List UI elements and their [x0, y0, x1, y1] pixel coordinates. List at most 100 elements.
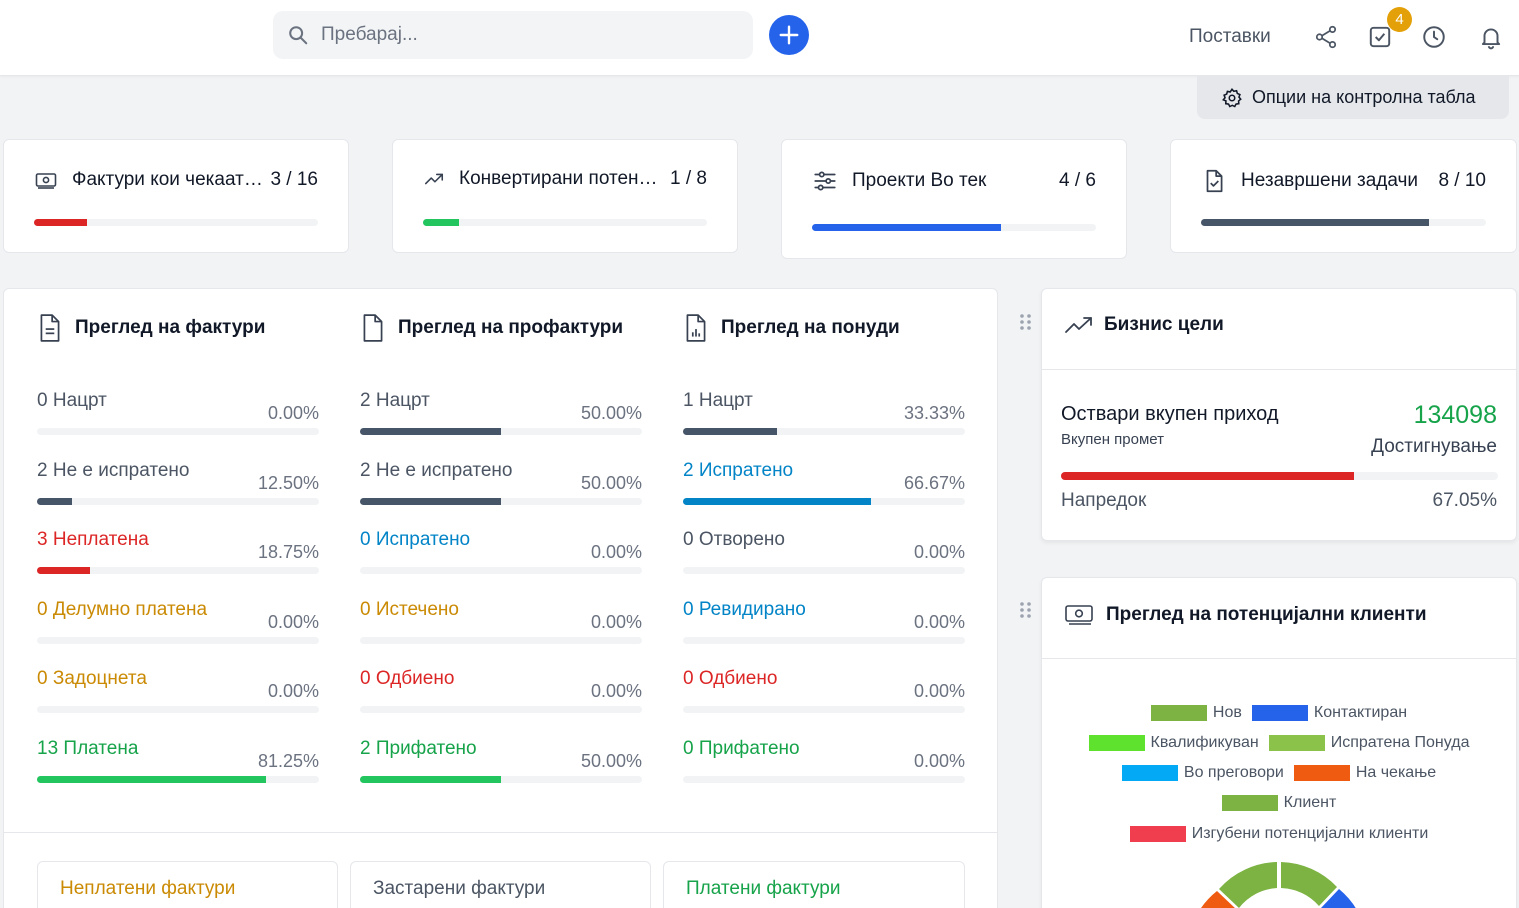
share-icon[interactable] [1313, 24, 1339, 50]
status-row[interactable]: 0 Испратено 0.00% [360, 529, 642, 589]
status-progress-bar [360, 497, 642, 505]
status-percent: 0.00% [590, 681, 642, 701]
tasks-count-badge: 4 [1387, 7, 1412, 32]
goal-value: 134098 [1413, 401, 1497, 429]
chart-segment[interactable] [1219, 862, 1277, 908]
stat-card-converted-leads[interactable]: Конвертирани потенцијални клиенти 1 / 8 [392, 139, 738, 253]
legend-label: На чекање [1355, 764, 1437, 781]
status-percent: 0.00% [913, 542, 965, 562]
goal-progress-bar [1061, 472, 1498, 480]
dashboard-options-button[interactable]: Опции на контролна табла [1197, 76, 1509, 119]
dashboard-options-label: Опции на контролна табла [1252, 87, 1476, 107]
status-percent: 0.00% [267, 611, 319, 632]
status-percent: 0.00% [267, 681, 319, 701]
divider [1042, 658, 1516, 659]
search-input[interactable] [321, 24, 741, 46]
status-row[interactable]: 0 Прифатено 0.00% [683, 738, 965, 798]
overdue-invoices-card[interactable]: Застарени фактури [350, 861, 651, 908]
stat-label: Фактури кои чекаат плаќање [72, 169, 264, 190]
status-percent: 0.00% [267, 403, 319, 423]
status-row[interactable]: 3 Неплатена 18.75% [37, 529, 319, 589]
status-row[interactable]: 2 Не е испратено 12.50% [37, 460, 319, 520]
file-text-icon [40, 314, 60, 342]
search-box[interactable] [273, 11, 753, 59]
status-row[interactable]: 2 Испратено 66.67% [683, 460, 965, 520]
chart-segment[interactable] [1201, 891, 1237, 908]
status-row[interactable]: 0 Нацрт 0.00% [37, 390, 319, 450]
plus-icon [779, 25, 799, 45]
unpaid-invoices-card[interactable]: Неплатени фактури [37, 861, 338, 908]
stat-card-unfinished-tasks[interactable]: Незавршени задачи 8 / 10 [1170, 139, 1517, 253]
status-row[interactable]: 0 Ревидирано 0.00% [683, 599, 965, 659]
status-percent: 66.67% [903, 472, 965, 493]
search-icon [289, 26, 308, 45]
legend-item[interactable]: Во преговори [1121, 764, 1284, 782]
drag-handle-icon[interactable] [1019, 601, 1033, 619]
status-label: 0 Задоцнета [37, 668, 147, 689]
stat-count: 3 / 16 [270, 169, 318, 190]
drag-handle-icon[interactable] [1019, 313, 1033, 331]
card-label: Неплатени фактури [60, 878, 236, 899]
legend-item[interactable]: Испратена Понуда [1268, 734, 1470, 752]
legend-item[interactable]: Нов [1150, 704, 1242, 722]
status-row[interactable]: 1 Нацрт 33.33% [683, 390, 965, 450]
status-row[interactable]: 0 Истечено 0.00% [360, 599, 642, 659]
status-label: 0 Одбиено [683, 668, 778, 689]
status-progress-bar [683, 775, 965, 783]
money-icon [35, 173, 57, 189]
card-label: Платени фактури [686, 878, 841, 899]
status-percent: 0.00% [913, 611, 965, 632]
status-row[interactable]: 0 Одбиено 0.00% [683, 668, 965, 728]
status-row[interactable]: 0 Делумно платена 0.00% [37, 599, 319, 659]
divider [4, 832, 997, 833]
status-percent: 0.00% [590, 542, 642, 562]
stat-label: Конвертирани потенцијални клиенти [459, 168, 665, 189]
legend-item[interactable]: Квалификуван [1088, 734, 1259, 752]
status-label: 2 Не е испратено [37, 459, 190, 481]
legend-item[interactable]: Изгубени потенцијални клиенти [1129, 825, 1428, 843]
stat-progress-bar [423, 219, 707, 226]
sales-overview-panel: Преглед на фактури 0 Нацрт 0.00% 2 Не е ис… [3, 288, 998, 908]
status-progress-bar [37, 428, 319, 435]
trending-up-icon [424, 173, 444, 185]
bell-icon[interactable] [1478, 24, 1504, 50]
legend-item[interactable]: На чекање [1293, 764, 1437, 782]
status-row[interactable]: 0 Задоцнета 0.00% [37, 668, 319, 728]
stat-count: 1 / 8 [670, 168, 707, 189]
chart-segment[interactable] [1281, 862, 1337, 906]
tasks-icon[interactable] [1367, 24, 1393, 50]
business-goals-widget: Бизнис цели Оствари вкупен приход Вкупен… [1041, 288, 1517, 541]
status-progress-bar [37, 775, 319, 783]
stat-card-awaiting-invoices[interactable]: Фактури кои чекаат плаќање 3 / 16 [3, 139, 349, 253]
quick-create-button[interactable] [769, 15, 809, 55]
status-row[interactable]: 2 Прифатено 50.00% [360, 738, 642, 798]
clock-icon[interactable] [1421, 24, 1447, 50]
leads-doughnut-chart [1201, 862, 1357, 908]
status-row[interactable]: 2 Не е испратено 50.00% [360, 460, 642, 520]
stat-progress-bar [1201, 219, 1486, 226]
leads-overview-widget: Преглед на потенцијални клиенти Нов Конт… [1041, 577, 1517, 908]
stat-card-projects-in-progress[interactable]: Проекти Во тек 4 / 6 [781, 139, 1127, 259]
status-percent: 81.25% [257, 750, 319, 771]
status-row[interactable]: 0 Отворено 0.00% [683, 529, 965, 589]
chart-segment[interactable] [1321, 889, 1357, 908]
status-progress-bar [683, 706, 965, 713]
status-percent: 18.75% [257, 542, 319, 562]
status-row[interactable]: 13 Платена 81.25% [37, 738, 319, 798]
legend-label: Испратена Понуда [1330, 734, 1470, 751]
stat-progress-bar [34, 219, 318, 226]
status-progress-bar [37, 497, 319, 505]
goal-title: Оствари вкупен приход [1061, 403, 1279, 425]
legend-item[interactable]: Клиент [1221, 794, 1337, 812]
status-row[interactable]: 2 Нацрт 50.00% [360, 390, 642, 450]
settings-link[interactable]: Поставки [1189, 26, 1271, 47]
status-row[interactable]: 0 Одбиено 0.00% [360, 668, 642, 728]
paid-invoices-card[interactable]: Платени фактури [663, 861, 965, 908]
legend-label: Клиент [1283, 794, 1337, 811]
status-label: 2 Нацрт [360, 390, 430, 411]
status-percent: 50.00% [580, 750, 642, 771]
legend-item[interactable]: Контактиран [1251, 704, 1407, 722]
status-percent: 50.00% [580, 403, 642, 423]
status-label: 2 Прифатено [360, 737, 477, 759]
status-progress-bar [37, 706, 319, 713]
